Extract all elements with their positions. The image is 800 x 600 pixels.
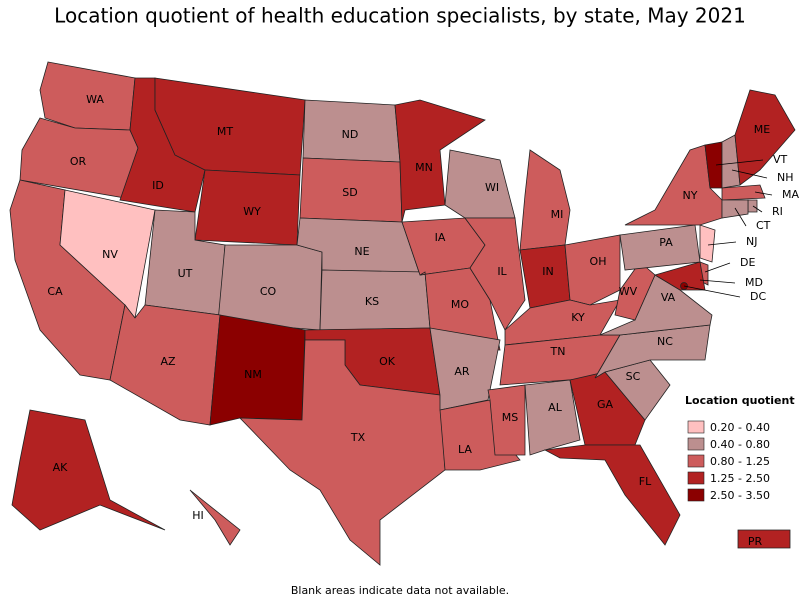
state-label: DC	[750, 290, 766, 303]
state	[524, 379, 581, 456]
state-label: NH	[777, 171, 794, 184]
state-label: WI	[485, 181, 499, 194]
state	[699, 224, 716, 263]
state-label: NM	[244, 368, 262, 381]
state	[737, 529, 791, 549]
state	[564, 234, 621, 306]
legend-label: 0.80 - 1.25	[710, 455, 770, 468]
state-label: OK	[379, 355, 396, 368]
state	[747, 199, 758, 213]
legend-swatch	[687, 420, 705, 434]
legend-swatch	[687, 437, 705, 451]
state-label: RI	[772, 205, 783, 218]
leader-line	[715, 159, 764, 166]
state-label: AK	[53, 461, 69, 474]
state-label: LA	[458, 443, 472, 456]
state	[464, 217, 526, 331]
legend-swatch	[687, 471, 705, 485]
state-label: TX	[350, 431, 366, 444]
state-label: NY	[683, 189, 698, 202]
leader-line	[754, 191, 773, 196]
legend-title: Location quotient	[685, 394, 795, 407]
leader-line	[683, 285, 741, 298]
state	[239, 339, 446, 566]
state-label: HI	[192, 509, 204, 522]
leader-line	[699, 279, 736, 284]
state-label: NE	[354, 245, 369, 258]
state-label: GA	[597, 398, 614, 411]
state-label: KS	[365, 295, 379, 308]
state-label: NJ	[746, 235, 757, 248]
state-label: IN	[542, 265, 553, 278]
state-label: ID	[152, 179, 164, 192]
legend-swatch	[687, 454, 705, 468]
state	[189, 489, 241, 546]
state-label: ND	[342, 128, 359, 141]
state-label: SC	[626, 370, 641, 383]
leader-line	[731, 169, 768, 179]
state-label: MS	[502, 411, 518, 424]
state	[444, 149, 516, 219]
leader-line	[752, 205, 763, 213]
state	[543, 444, 681, 546]
state	[721, 184, 766, 201]
legend-label: 0.20 - 0.40	[710, 421, 770, 434]
state-label: PA	[659, 236, 673, 249]
state	[487, 384, 526, 456]
state-label: CT	[756, 219, 771, 232]
state-label: OR	[70, 155, 87, 168]
state	[721, 199, 749, 219]
states	[9, 61, 796, 566]
footnote: Blank areas indicate data not available.	[291, 584, 509, 597]
state-label: KY	[571, 311, 585, 324]
state-label: FL	[639, 475, 652, 488]
state-label: UT	[178, 267, 193, 280]
state-label: DE	[740, 256, 755, 269]
state-label: NC	[657, 335, 673, 348]
state-label: VT	[773, 153, 788, 166]
state-label: IA	[435, 231, 446, 244]
state-label: MT	[217, 125, 233, 138]
state-label: CO	[260, 285, 277, 298]
state-label: CA	[47, 285, 63, 298]
state-label: ME	[754, 123, 770, 136]
state-label: IL	[497, 265, 507, 278]
state-label: MD	[745, 276, 763, 289]
legend: 0.20 - 0.40 0.40 - 0.80 0.80 - 1.25 1.25 - …	[687, 420, 770, 502]
state-label: MN	[415, 161, 433, 174]
leader-line	[734, 207, 747, 227]
map-title: Location quotient of health education sp…	[54, 4, 746, 28]
legend-label: 0.40 - 0.80	[710, 438, 770, 451]
state	[519, 149, 571, 251]
state-label: OH	[590, 255, 607, 268]
state	[11, 409, 166, 531]
state-label: WY	[243, 205, 261, 218]
state-label: SD	[342, 186, 357, 199]
state-label: VA	[661, 291, 676, 304]
legend-label: 1.25 - 2.50	[710, 472, 770, 485]
state-label: MO	[451, 298, 469, 311]
state	[624, 144, 723, 226]
legend-label: 2.50 - 3.50	[710, 489, 770, 502]
state-label: WA	[86, 93, 104, 106]
state-label: MI	[551, 208, 564, 221]
legend-swatch	[687, 488, 705, 502]
state-label: WV	[619, 285, 638, 298]
state-labels: WA OR CA NV ID MT WY UT CO AZ NM ND SD NE KS OK TX MN IA MO…	[47, 93, 799, 548]
leader-line	[704, 262, 731, 273]
state-label: AR	[454, 365, 470, 378]
leader-line	[707, 241, 737, 246]
state-label: AZ	[160, 355, 176, 368]
state-label: AL	[548, 401, 563, 414]
state-label: PR	[748, 535, 763, 548]
state-label: MA	[782, 188, 799, 201]
state-label: NV	[102, 248, 118, 261]
state-label: TN	[550, 345, 566, 358]
